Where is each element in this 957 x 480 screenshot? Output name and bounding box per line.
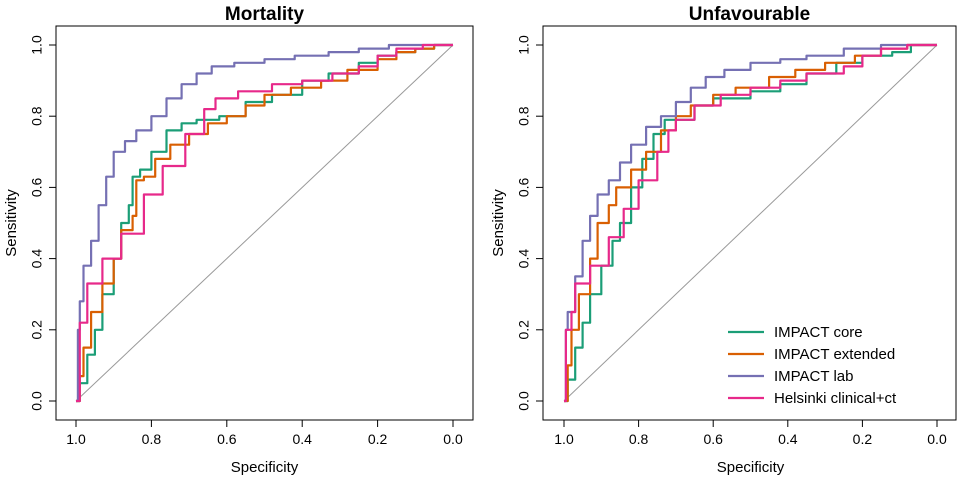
x-tick-label: 0.4 (778, 431, 798, 447)
series-line-impact-lab (76, 43, 453, 403)
reference-diagonal (75, 44, 454, 402)
y-tick-label: 1.0 (516, 35, 532, 55)
series-line-helsinki-clinical-ct (76, 43, 453, 403)
y-axis-label: Sensitivity (490, 189, 507, 257)
x-tick-label: 1.0 (66, 431, 86, 447)
legend-label: IMPACT core (774, 324, 863, 341)
x-tick-label: 0.6 (217, 431, 237, 447)
y-tick-label: 0.0 (29, 391, 45, 411)
y-tick-label: 0.4 (29, 249, 45, 269)
chart-title: Mortality (225, 4, 305, 25)
x-tick-label: 0.4 (292, 431, 312, 447)
y-tick-label: 0.8 (29, 106, 45, 126)
x-tick-label: 0.8 (142, 431, 162, 447)
y-tick-label: 0.4 (516, 249, 532, 269)
x-tick-label: 0.2 (853, 431, 873, 447)
chart-panel-1: Mortality 1.0 0.8 0.6 0.4 0.2 0.0 Specificity 0.… (3, 4, 474, 476)
y-tick-label: 0.8 (516, 106, 532, 126)
x-tick-label: 0.0 (443, 431, 463, 447)
y-tick-label: 0.6 (29, 177, 45, 197)
x-tick-label: 0.2 (368, 431, 388, 447)
x-tick-label: 0.0 (927, 431, 947, 447)
x-tick-label: 0.8 (629, 431, 649, 447)
chart-title: Unfavourable (689, 4, 810, 25)
legend-label: Helsinki clinical+ct (774, 390, 897, 407)
y-tick-label: 0.2 (29, 320, 45, 340)
y-axis-label: Sensitivity (3, 189, 20, 257)
legend-label: IMPACT extended (774, 346, 895, 363)
legend: IMPACT core IMPACT extended IMPACT lab Hels… (728, 324, 897, 407)
x-axis-label: Specificity (717, 459, 785, 476)
x-axis-label: Specificity (231, 459, 299, 476)
series-line-helsinki-clinical-ct (564, 43, 937, 403)
x-tick-label: 1.0 (554, 431, 574, 447)
reference-diagonal (563, 44, 938, 402)
y-tick-label: 1.0 (29, 35, 45, 55)
y-tick-label: 0.0 (516, 391, 532, 411)
chart-panel-2: Unfavourable 1.0 0.8 0.6 0.4 0.2 0.0 Specificit… (490, 4, 957, 476)
series-line-impact-extended (76, 43, 453, 403)
y-tick-label: 0.2 (516, 320, 532, 340)
legend-label: IMPACT lab (774, 368, 853, 385)
series-line-impact-lab (564, 43, 937, 403)
x-tick-label: 0.6 (703, 431, 723, 447)
y-tick-label: 0.6 (516, 177, 532, 197)
